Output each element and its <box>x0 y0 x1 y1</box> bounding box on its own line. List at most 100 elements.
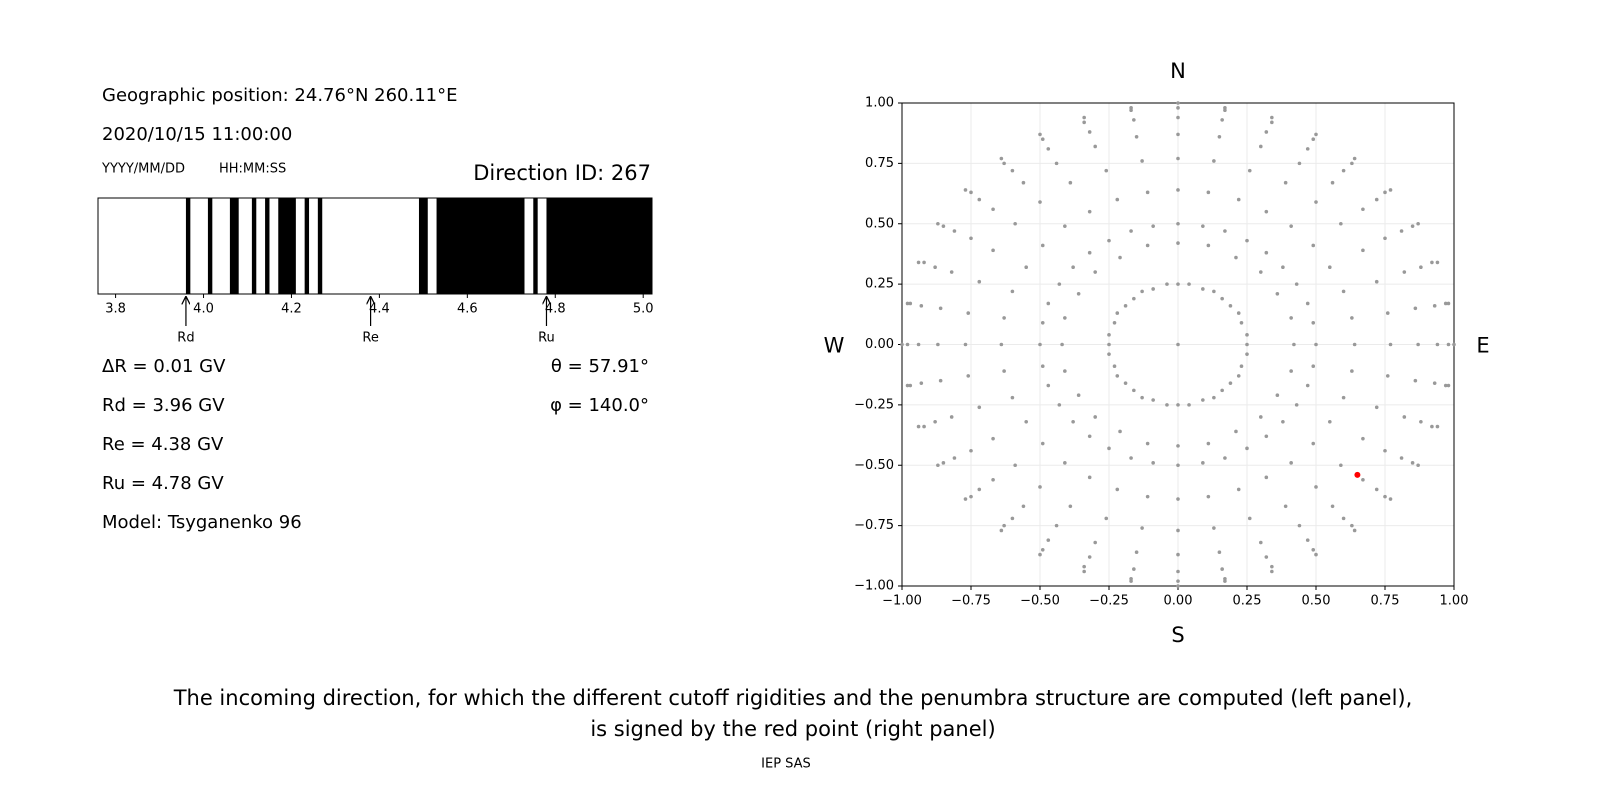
footer: IEP SAS <box>761 757 811 772</box>
direction-point <box>1435 342 1440 347</box>
direction-point <box>916 342 921 347</box>
direction-point <box>1311 364 1316 369</box>
penumbra-panel: ΔR = 0.01 GV Rd = 3.96 GV Re = 4.38 GV Ru =… <box>97 197 654 533</box>
direction-point <box>1057 403 1062 407</box>
direction-point <box>1383 190 1387 195</box>
direction-point <box>1275 291 1280 296</box>
direction-point <box>1350 316 1354 320</box>
direction-point <box>1217 550 1222 554</box>
direction-point <box>1446 383 1451 388</box>
direction-point <box>1176 528 1180 533</box>
direction-point <box>1063 316 1067 320</box>
direction-point <box>1123 304 1128 308</box>
direction-point <box>1093 270 1097 274</box>
direction-point <box>1087 209 1092 214</box>
direction-point <box>922 260 926 265</box>
direction-point <box>1082 564 1086 569</box>
direction-point <box>1259 270 1263 274</box>
caption: The incoming direction, for which the di… <box>173 686 1413 710</box>
direction-point <box>1283 504 1288 509</box>
time-format: HH:MM:SS <box>219 162 286 177</box>
direction-point <box>991 207 995 212</box>
direction-panel: −1.00 −0.75 −0.50 −0.25 0.00 0.25 0.50 0.75 1.00… <box>824 59 1490 647</box>
direction-point <box>1132 296 1136 301</box>
forbidden-band <box>265 198 270 294</box>
direction-point <box>1013 463 1017 468</box>
direction-point <box>1076 291 1081 296</box>
compass-label: N <box>1170 59 1186 83</box>
direction-point <box>1151 287 1155 291</box>
direction-point <box>1236 197 1241 202</box>
direction-point <box>1087 555 1092 559</box>
direction-point <box>1115 487 1120 492</box>
direction-point <box>963 342 968 347</box>
direction-point <box>1270 569 1274 574</box>
direction-point <box>1176 497 1180 501</box>
direction-point <box>1311 441 1316 446</box>
direction-point <box>1140 395 1144 400</box>
direction-point <box>1206 190 1211 195</box>
direction-point <box>1264 434 1269 439</box>
direction-point <box>1361 248 1365 253</box>
direction-point <box>1068 504 1073 509</box>
direction-point <box>1223 456 1227 460</box>
direction-point <box>1054 161 1059 166</box>
direction-point <box>1145 190 1150 195</box>
direction-point <box>1236 374 1241 378</box>
angle-line: θ = 57.91° <box>551 356 649 377</box>
direction-point <box>1046 538 1051 542</box>
direction-point <box>1212 159 1216 163</box>
info-line: ΔR = 0.01 GV <box>102 356 226 377</box>
direction-point <box>1087 475 1092 480</box>
info-line: Re = 4.38 GV <box>102 434 224 455</box>
direction-point <box>938 378 943 383</box>
direction-point <box>1259 415 1263 419</box>
direction-point <box>1176 342 1180 347</box>
date-format: YYYY/MM/DD <box>101 162 185 177</box>
direction-point <box>1206 243 1211 248</box>
direction-point <box>1118 255 1122 260</box>
direction-point <box>1021 504 1026 509</box>
direction-point <box>1311 243 1316 248</box>
direction-point <box>999 342 1004 347</box>
direction-point <box>1176 282 1180 286</box>
direction-point <box>1063 369 1067 373</box>
direction-point <box>1305 301 1310 306</box>
direction-point <box>1410 224 1415 228</box>
rigidity-label: Ru <box>538 331 555 346</box>
direction-point <box>1038 200 1042 204</box>
direction-point <box>1361 436 1365 441</box>
direction-point <box>1140 526 1144 530</box>
direction-point <box>919 381 924 385</box>
forbidden-band <box>317 198 323 294</box>
direction-point <box>1435 260 1440 265</box>
direction-point <box>905 301 910 306</box>
direction-point <box>1087 250 1092 255</box>
direction-point <box>1145 494 1150 499</box>
direction-point <box>1093 144 1097 149</box>
direction-point <box>916 260 921 265</box>
direction-point <box>900 342 904 347</box>
direction-point <box>1352 528 1357 533</box>
direction-point <box>1038 485 1042 489</box>
direction-point <box>977 487 982 492</box>
x-tick-label: 4.0 <box>193 302 214 317</box>
direction-point <box>1151 461 1155 465</box>
direction-point <box>1234 255 1238 260</box>
direction-point <box>1419 265 1423 270</box>
direction-point <box>1038 132 1042 137</box>
direction-point <box>1314 132 1318 137</box>
direction-point <box>1264 209 1269 214</box>
direction-point <box>941 224 946 228</box>
direction-point <box>1046 301 1051 306</box>
forbidden-band <box>207 198 213 294</box>
direction-point <box>1385 311 1390 315</box>
direction-point <box>1093 540 1097 545</box>
direction-point <box>1314 342 1318 347</box>
direction-point <box>1040 137 1045 142</box>
direction-point <box>1413 378 1418 383</box>
direction-point <box>1115 197 1120 202</box>
direction-point <box>949 270 954 274</box>
direction-point <box>1311 137 1316 142</box>
axes-frame <box>97 197 653 295</box>
